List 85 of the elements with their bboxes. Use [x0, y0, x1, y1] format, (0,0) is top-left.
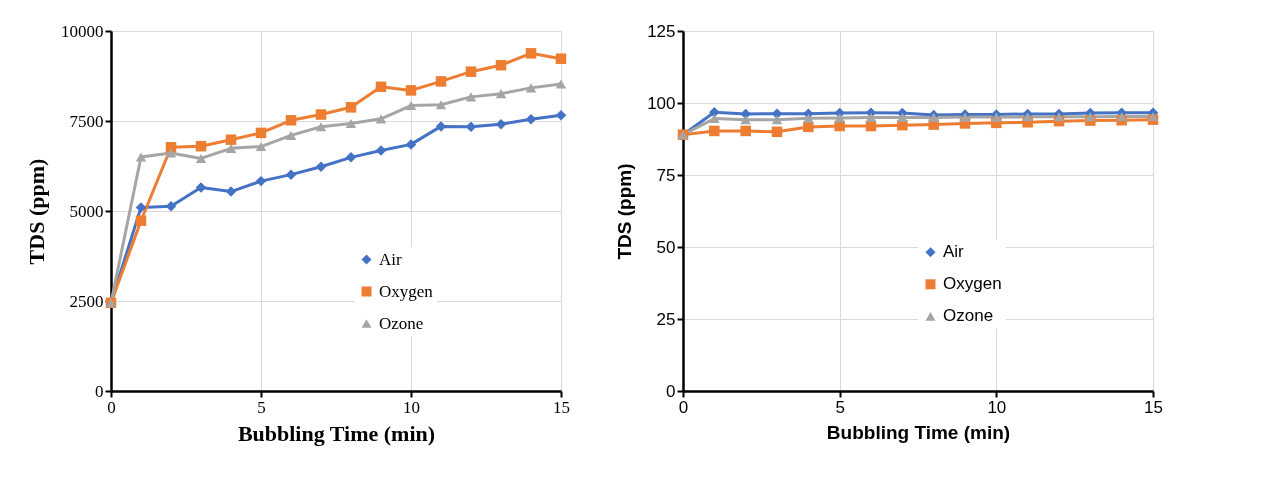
- point: [225, 143, 237, 153]
- point: [345, 118, 357, 129]
- point: [255, 127, 267, 139]
- x-tick-label: 5: [257, 397, 266, 417]
- point: [740, 115, 751, 125]
- point: [1085, 112, 1096, 122]
- point: [803, 121, 814, 133]
- x-axis-title: Bubbling Time (min): [237, 420, 436, 446]
- point: [1116, 112, 1127, 122]
- point: [435, 100, 447, 110]
- x-tick-label: 5: [835, 397, 845, 417]
- point: [225, 134, 237, 145]
- point: [495, 59, 507, 71]
- point: [1022, 112, 1033, 122]
- point: [345, 152, 357, 163]
- point: [709, 114, 720, 124]
- point: [405, 85, 417, 96]
- point: [740, 125, 751, 137]
- point: [195, 153, 207, 163]
- point: [225, 186, 237, 197]
- point: [165, 148, 177, 158]
- point: [525, 83, 537, 93]
- legend-label: Oxygen: [943, 274, 1002, 294]
- point: [865, 112, 877, 122]
- point: [897, 112, 908, 122]
- y-tick-label: 10000: [61, 21, 104, 41]
- point: [465, 121, 477, 132]
- point: [315, 161, 327, 172]
- legend-label: Ozone: [943, 306, 994, 326]
- point: [375, 145, 387, 156]
- point: [465, 92, 477, 102]
- point: [771, 126, 783, 138]
- point: [315, 122, 327, 132]
- legend-label: Air: [379, 249, 402, 269]
- point: [375, 81, 387, 93]
- y-axis-title: TDS (ppm): [614, 163, 636, 260]
- x-tick-label: 15: [1144, 397, 1163, 417]
- point: [834, 113, 845, 123]
- point: [195, 140, 207, 152]
- legend-label: Oxygen: [379, 281, 434, 301]
- y-tick-label: 100: [647, 93, 676, 113]
- point: [285, 169, 297, 180]
- y-tick-label: 0: [666, 381, 676, 401]
- point: [135, 202, 147, 213]
- point: [555, 110, 567, 121]
- y-tick-label: 50: [656, 237, 676, 257]
- point: [135, 152, 147, 162]
- y-tick-label: 7500: [69, 111, 104, 131]
- x-tick-label: 15: [553, 397, 570, 417]
- point: [465, 66, 477, 77]
- y-tick-label: 0: [95, 381, 104, 401]
- y-tick-label: 25: [656, 309, 676, 329]
- point: [495, 119, 507, 130]
- x-axis-title: Bubbling Time (min): [826, 421, 1011, 443]
- point: [195, 182, 207, 193]
- point: [285, 130, 297, 140]
- point: [375, 114, 387, 124]
- point: [495, 89, 507, 99]
- point: [1053, 112, 1065, 122]
- y-tick-label: 125: [647, 21, 676, 41]
- y-axis-title: TDS (ppm): [24, 158, 49, 265]
- point: [345, 102, 357, 113]
- point: [255, 175, 267, 187]
- point: [405, 139, 417, 150]
- y-tick-label: 75: [656, 165, 676, 185]
- y-tick-label: 2500: [69, 291, 104, 311]
- x-tick-label: 10: [403, 397, 420, 417]
- point: [803, 113, 814, 123]
- point: [285, 115, 297, 126]
- point: [255, 142, 267, 152]
- point: [771, 115, 783, 125]
- point: [315, 109, 327, 120]
- point: [525, 113, 537, 125]
- x-tick-label: 0: [678, 397, 689, 417]
- point: [135, 215, 147, 226]
- point: [555, 53, 567, 64]
- point: [555, 79, 567, 89]
- legend-label: Air: [943, 242, 965, 262]
- point: [405, 100, 417, 111]
- point: [709, 125, 720, 137]
- y-tick-label: 5000: [69, 201, 104, 221]
- legend-label: Ozone: [379, 313, 424, 333]
- point: [525, 48, 537, 59]
- point: [435, 76, 447, 87]
- x-tick-label: 10: [987, 397, 1007, 417]
